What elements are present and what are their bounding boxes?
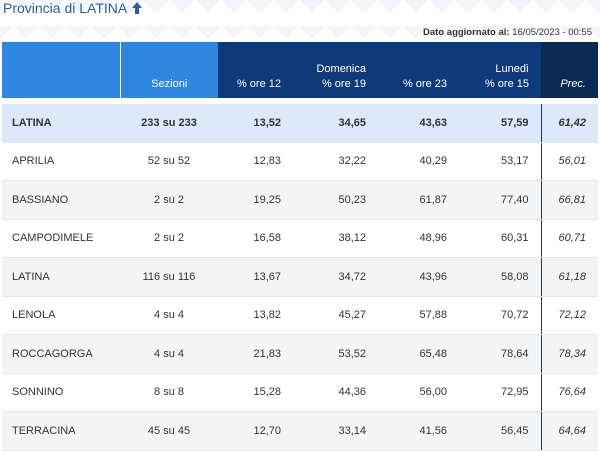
cell-sezioni: 52 su 52 — [120, 142, 218, 181]
province-title-link[interactable]: Provincia di LATINA — [3, 0, 143, 16]
header-ore23: % ore 23 — [378, 42, 459, 98]
total-row: LATINA 233 su 233 13,52 34,65 43,63 57,5… — [2, 104, 598, 143]
table-row[interactable]: SONNINO 8 su 8 15,28 44,36 56,00 72,95 76,64 — [2, 373, 598, 412]
cell-ore19: 53,52 — [293, 334, 378, 374]
cell-ore23: 43,96 — [378, 257, 459, 297]
cell-name: LENOLA — [2, 296, 120, 335]
cell-ore15: 56,45 — [459, 411, 541, 451]
cell-name: LATINA — [2, 104, 120, 143]
page-title: Provincia di LATINA — [3, 0, 128, 16]
header-pattern — [0, 0, 600, 40]
cell-prec: 64,64 — [540, 411, 598, 451]
cell-ore23: 56,00 — [378, 373, 459, 412]
header-ore19: Domenica% ore 19 — [293, 42, 378, 98]
cell-ore12: 21,83 — [218, 334, 293, 374]
table-row[interactable]: ROCCAGORGA 4 su 4 21,83 53,52 65,48 78,64 78,3… — [2, 334, 598, 374]
cell-ore15: 60,31 — [459, 219, 541, 258]
cell-ore15: 77,40 — [459, 180, 541, 220]
table-row[interactable]: CAMPODIMELE 2 su 2 16,58 38,12 48,96 60,31 60,… — [2, 219, 598, 258]
cell-prec: 56,01 — [540, 142, 598, 181]
cell-name: APRILIA — [2, 142, 120, 181]
cell-ore23: 41,56 — [378, 411, 459, 451]
turnout-table: Sezioni % ore 12 Domenica% ore 19 % ore … — [2, 42, 598, 451]
cell-ore19: 50,23 — [293, 180, 378, 220]
table-row[interactable]: TERRACINA 45 su 45 12,70 33,14 41,56 56,45 64,… — [2, 411, 598, 451]
cell-ore12: 13,82 — [218, 296, 293, 335]
cell-ore19: 44,36 — [293, 373, 378, 412]
update-label: Dato aggiornato al: — [423, 27, 510, 38]
cell-ore12: 13,67 — [218, 257, 293, 297]
cell-prec: 60,71 — [540, 219, 598, 258]
cell-ore15: 78,64 — [459, 334, 541, 374]
cell-ore12: 16,58 — [218, 219, 293, 258]
cell-sezioni: 2 su 2 — [120, 219, 218, 258]
cell-ore15: 53,17 — [459, 142, 541, 181]
cell-ore12: 19,25 — [218, 180, 293, 220]
header-ore12: % ore 12 — [218, 42, 293, 98]
cell-name: ROCCAGORGA — [2, 334, 120, 374]
cell-sezioni: 233 su 233 — [120, 104, 218, 143]
cell-ore19: 38,12 — [293, 219, 378, 258]
cell-sezioni: 45 su 45 — [120, 411, 218, 451]
cell-ore23: 43,63 — [378, 104, 459, 143]
cell-ore12: 12,70 — [218, 411, 293, 451]
cell-ore19: 45,27 — [293, 296, 378, 335]
cell-prec: 72,12 — [540, 296, 598, 335]
table-row[interactable]: BASSIANO 2 su 2 19,25 50,23 61,87 77,40 66,81 — [2, 180, 598, 220]
cell-ore12: 13,52 — [218, 104, 293, 143]
cell-name: SONNINO — [2, 373, 120, 412]
table-row[interactable]: APRILIA 52 su 52 12,83 32,22 40,29 53,17 56,01 — [2, 142, 598, 181]
cell-prec: 61,42 — [540, 104, 598, 143]
cell-ore23: 65,48 — [378, 334, 459, 374]
cell-ore15: 58,08 — [459, 257, 541, 297]
cell-ore12: 12,83 — [218, 142, 293, 181]
table-row[interactable]: LENOLA 4 su 4 13,82 45,27 57,88 70,72 72,12 — [2, 296, 598, 335]
table-header-row: Sezioni % ore 12 Domenica% ore 19 % ore … — [2, 42, 598, 98]
cell-ore19: 32,22 — [293, 142, 378, 181]
cell-ore15: 57,59 — [459, 104, 541, 143]
cell-ore23: 48,96 — [378, 219, 459, 258]
cell-ore19: 34,72 — [293, 257, 378, 297]
cell-ore23: 57,88 — [378, 296, 459, 335]
arrow-up-icon — [132, 2, 143, 14]
cell-ore19: 34,65 — [293, 104, 378, 143]
cell-prec: 78,34 — [540, 334, 598, 374]
header-group-domenica: Domenica — [316, 63, 366, 75]
cell-ore15: 70,72 — [459, 296, 541, 335]
table-row[interactable]: LATINA 116 su 116 13,67 34,72 43,96 58,08 61,1… — [2, 257, 598, 297]
update-timestamp: Dato aggiornato al: 16/05/2023 - 00:55 — [423, 27, 592, 38]
cell-name: BASSIANO — [2, 180, 120, 220]
cell-ore23: 61,87 — [378, 180, 459, 220]
cell-ore23: 40,29 — [378, 142, 459, 181]
cell-ore19: 33,14 — [293, 411, 378, 451]
cell-name: TERRACINA — [2, 411, 120, 451]
cell-ore12: 15,28 — [218, 373, 293, 412]
cell-name: LATINA — [2, 257, 120, 297]
cell-sezioni: 116 su 116 — [120, 257, 218, 297]
cell-prec: 61,18 — [540, 257, 598, 297]
update-value: 16/05/2023 - 00:55 — [512, 27, 592, 38]
cell-sezioni: 2 su 2 — [120, 180, 218, 220]
header-ore15: Lunedì% ore 15 — [459, 42, 541, 98]
cell-ore15: 72,95 — [459, 373, 541, 412]
header-name — [2, 42, 120, 98]
header-prec: Prec. — [541, 42, 598, 98]
spacer-row — [2, 98, 598, 104]
cell-prec: 76,64 — [540, 373, 598, 412]
cell-sezioni: 8 su 8 — [120, 373, 218, 412]
cell-sezioni: 4 su 4 — [120, 296, 218, 335]
cell-sezioni: 4 su 4 — [120, 334, 218, 374]
header-group-lunedi: Lunedì — [495, 63, 529, 75]
cell-name: CAMPODIMELE — [2, 219, 120, 258]
cell-prec: 66,81 — [540, 180, 598, 220]
header-sezioni: Sezioni — [119, 42, 218, 98]
